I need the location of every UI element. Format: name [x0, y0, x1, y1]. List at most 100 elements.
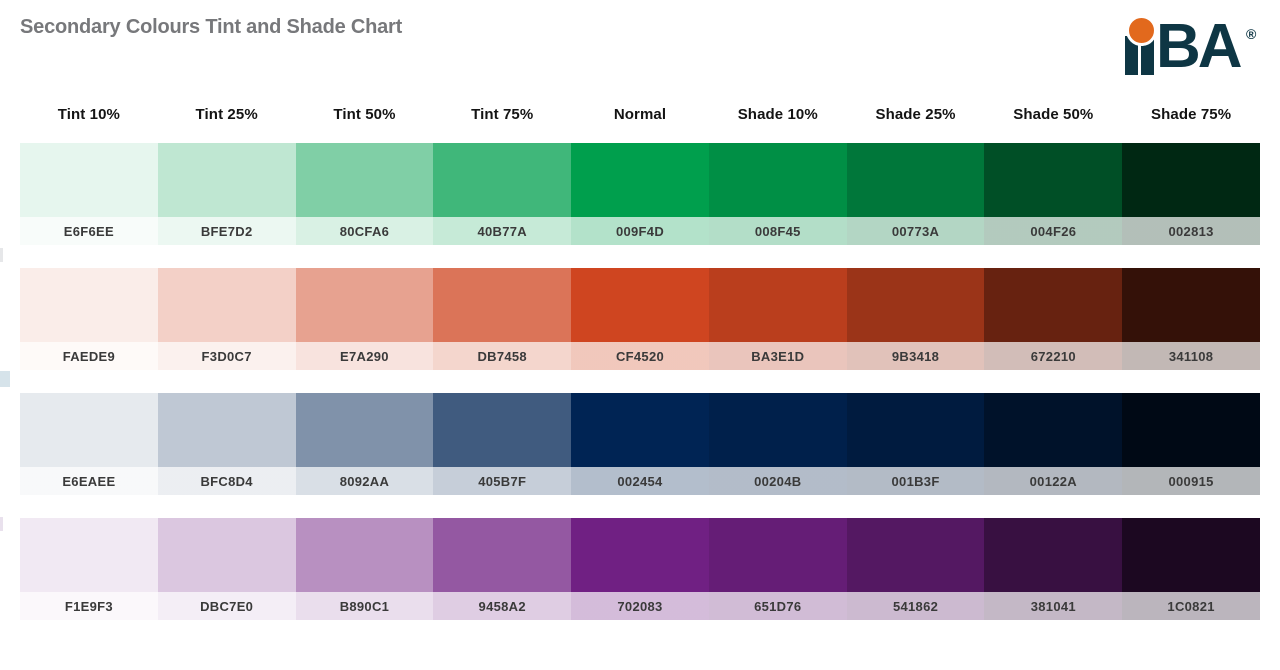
swatch-cell: F1E9F3 [20, 518, 158, 620]
color-swatch [295, 393, 434, 467]
page-edge-artifact [0, 371, 10, 387]
column-header: Shade 75% [1151, 106, 1232, 123]
hex-code-label: 341108 [1122, 342, 1260, 370]
logo-orange-dot-icon [1126, 15, 1157, 46]
swatch-row-green: E6F6EE BFE7D2 80CFA6 40B77A 009F4D 008F45 0077… [20, 143, 1260, 245]
swatch-cell: 80CFA6 [295, 143, 434, 245]
hex-code-label: 008F45 [708, 217, 847, 245]
swatch-cell: 341108 [1122, 268, 1260, 370]
hex-code-label: BFE7D2 [157, 217, 296, 245]
color-swatch [157, 268, 296, 342]
logo-i-stem-icon [1125, 36, 1138, 75]
swatch-cell: DBC7E0 [157, 518, 296, 620]
swatch-cell: E6EAEE [20, 393, 158, 495]
swatch-cell: E7A290 [295, 268, 434, 370]
swatch-cell: FAEDE9 [20, 268, 158, 370]
hex-code-label: 405B7F [433, 467, 572, 495]
color-swatch [157, 143, 296, 217]
hex-code-label: E7A290 [295, 342, 434, 370]
swatch-cell: CF4520 [571, 268, 709, 370]
hex-code-label: 009F4D [571, 217, 709, 245]
color-swatch [984, 268, 1123, 342]
swatch-cell: 1C0821 [1122, 518, 1260, 620]
swatch-cell: 00204B [708, 393, 847, 495]
color-swatch [571, 518, 709, 592]
swatch-cell: 9458A2 [433, 518, 572, 620]
hex-code-label: 702083 [571, 592, 709, 620]
color-swatch [984, 393, 1123, 467]
swatch-cell: 001B3F [846, 393, 985, 495]
color-swatch [20, 143, 158, 217]
color-swatch [433, 143, 572, 217]
swatch-cell: 541862 [846, 518, 985, 620]
hex-code-label: 651D76 [708, 592, 847, 620]
swatch-cell: 004F26 [984, 143, 1123, 245]
swatch-cell: 002813 [1122, 143, 1260, 245]
column-header: Tint 75% [471, 106, 534, 123]
hex-code-label: DBC7E0 [157, 592, 296, 620]
hex-code-label: F3D0C7 [157, 342, 296, 370]
swatch-cell: 008F45 [708, 143, 847, 245]
page-title: Secondary Colours Tint and Shade Chart [20, 16, 403, 38]
swatch-cell: 000915 [1122, 393, 1260, 495]
hex-code-label: BA3E1D [708, 342, 847, 370]
hex-code-label: 00204B [708, 467, 847, 495]
hex-code-label: 381041 [984, 592, 1123, 620]
swatch-cell: 40B77A [433, 143, 572, 245]
swatch-cell: 00122A [984, 393, 1123, 495]
swatch-cell: 651D76 [708, 518, 847, 620]
hex-code-label: DB7458 [433, 342, 572, 370]
column-header: Tint 50% [333, 106, 396, 123]
hex-code-label: 9B3418 [846, 342, 985, 370]
column-header: Shade 10% [737, 106, 818, 123]
swatch-cell: E6F6EE [20, 143, 158, 245]
color-swatch [433, 393, 572, 467]
color-swatch [20, 268, 158, 342]
hex-code-label: F1E9F3 [20, 592, 158, 620]
hex-code-label: 00122A [984, 467, 1123, 495]
swatch-row-purple: F1E9F3 DBC7E0 B890C1 9458A2 702083 651D76 5418… [20, 518, 1260, 620]
color-swatch [1122, 518, 1260, 592]
color-swatch [20, 518, 158, 592]
hex-code-label: 80CFA6 [295, 217, 434, 245]
hex-code-label: 000915 [1122, 467, 1260, 495]
swatch-cell: 381041 [984, 518, 1123, 620]
swatch-cell: DB7458 [433, 268, 572, 370]
color-swatch [571, 268, 709, 342]
swatch-cell: 00773A [846, 143, 985, 245]
color-swatch [708, 518, 847, 592]
color-swatch [846, 143, 985, 217]
color-swatch [846, 393, 985, 467]
color-swatch [295, 518, 434, 592]
hex-code-label: 672210 [984, 342, 1123, 370]
column-header: Shade 25% [875, 106, 956, 123]
color-swatch [1122, 393, 1260, 467]
swatch-row-red-orange: FAEDE9 F3D0C7 E7A290 DB7458 CF4520 BA3E1D 9B34… [20, 268, 1260, 370]
hex-code-label: E6F6EE [20, 217, 158, 245]
color-swatch [846, 518, 985, 592]
swatch-cell: 702083 [571, 518, 709, 620]
swatch-cell: 009F4D [571, 143, 709, 245]
color-swatch [984, 143, 1123, 217]
hex-code-label: BFC8D4 [157, 467, 296, 495]
registered-trademark-icon: ® [1246, 26, 1257, 42]
column-headers: Tint 10% Tint 25% Tint 50% Tint 75% Normal Sh… [20, 106, 1260, 123]
swatch-cell: BFE7D2 [157, 143, 296, 245]
hex-code-label: 002813 [1122, 217, 1260, 245]
color-swatch [708, 143, 847, 217]
page-edge-artifact [0, 248, 3, 262]
hex-code-label: FAEDE9 [20, 342, 158, 370]
logo-letters: BA [1156, 12, 1243, 81]
hex-code-label: 004F26 [984, 217, 1123, 245]
color-swatch [433, 518, 572, 592]
hex-code-label: 40B77A [433, 217, 572, 245]
color-swatch [157, 518, 296, 592]
hex-code-label: 001B3F [846, 467, 985, 495]
column-header: Shade 50% [1013, 106, 1094, 123]
hex-code-label: CF4520 [571, 342, 709, 370]
swatch-cell: 672210 [984, 268, 1123, 370]
hex-code-label: E6EAEE [20, 467, 158, 495]
hex-code-label: 002454 [571, 467, 709, 495]
swatch-row-navy: E6EAEE BFC8D4 8092AA 405B7F 002454 00204B 001B… [20, 393, 1260, 495]
color-swatch [1122, 143, 1260, 217]
